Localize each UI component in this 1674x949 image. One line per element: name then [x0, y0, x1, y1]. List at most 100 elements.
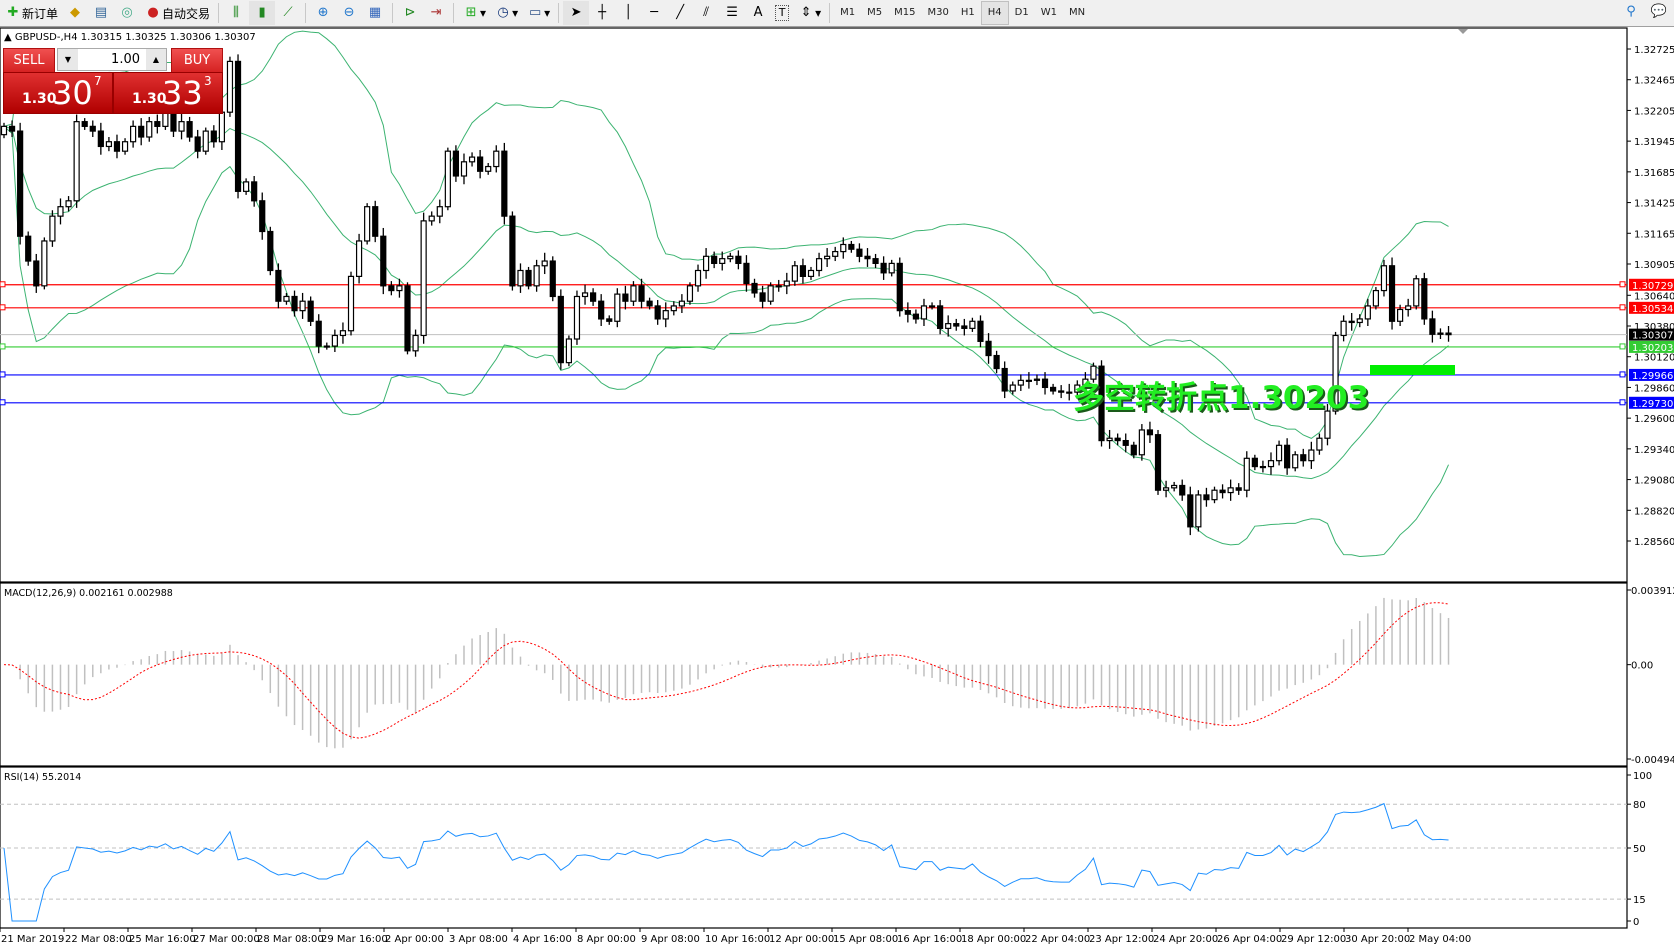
timeframe-m5[interactable]: M5 [867, 7, 883, 18]
candle-bullish [0, 125, 8, 136]
macd-tick-label: 0.003912 [1631, 586, 1674, 597]
channel-tool[interactable]: ⫽ [693, 1, 719, 25]
candle-bearish [1041, 378, 1049, 389]
candle-bullish [783, 280, 790, 287]
text-icon: A [753, 5, 763, 20]
timeframe-d1[interactable]: D1 [1014, 7, 1029, 18]
candle-bearish [977, 320, 984, 342]
zoom-out-button[interactable]: ⊖ [336, 1, 362, 25]
candle-bullish [1195, 494, 1202, 528]
candle-bearish [961, 325, 968, 329]
zoom-in-button[interactable]: ⊕ [310, 1, 336, 25]
candle-bullish [65, 200, 72, 208]
timeframe-h4[interactable]: H4 [980, 1, 1009, 25]
candle-bearish [1058, 390, 1065, 393]
candle-bearish [606, 318, 613, 322]
cursor-tool[interactable]: ➤ [563, 1, 590, 25]
crosshair-tool[interactable]: ┼ [589, 1, 615, 25]
price-tick-label: 1.32725 [1634, 45, 1674, 56]
time-tick-label: 3 Apr 08:00 [449, 934, 508, 945]
vertical-line-tool[interactable]: │ [615, 1, 641, 25]
chat-icon[interactable]: 💬 [1650, 4, 1668, 19]
arrows-tool[interactable]: ⇕ ▾ [793, 1, 825, 25]
price-levels: 1.30307 1.30729 1.30534 1.30203 1.29966 1.297… [0, 278, 1674, 410]
candle-bearish [81, 121, 88, 127]
search-icon[interactable]: ⚲ [1626, 4, 1636, 19]
label-tool[interactable]: T [771, 1, 793, 25]
line-chart-button[interactable]: ⟋ [275, 1, 301, 25]
candle-bearish [743, 262, 750, 285]
fibonacci-tool[interactable]: ☰ [719, 1, 745, 25]
bar-chart-button[interactable]: ⫼ [223, 1, 249, 25]
candle-bullish [1380, 265, 1388, 292]
price-tick-label: 1.31425 [1634, 199, 1674, 210]
timeframe-w1[interactable]: W1 [1040, 7, 1057, 18]
candle-bullish [702, 255, 710, 272]
time-tick-label: 25 Mar 16:00 [129, 934, 196, 945]
auto-trading-icon: ● [147, 5, 159, 20]
candlestick-button[interactable]: ▮ [249, 1, 276, 25]
chart-shift-button[interactable]: ⇥ [423, 1, 449, 25]
indicators-button[interactable]: ⊞ ▾ [458, 1, 490, 25]
candle-bearish [259, 200, 266, 233]
macd-pane [3, 597, 1450, 749]
candle-bullish [662, 310, 669, 320]
price-label-bg [1629, 340, 1674, 353]
sell-button[interactable]: SELL [3, 48, 55, 74]
candle-bearish [1098, 365, 1105, 442]
timeframe-h1[interactable]: H1 [960, 7, 975, 18]
rsi-tick-label: 0 [1633, 917, 1639, 928]
candle-bullish [920, 305, 928, 320]
timeframe-m15[interactable]: M15 [894, 7, 916, 18]
autoscroll-button[interactable]: ⊳ [397, 1, 423, 25]
candle-bullish [1033, 378, 1041, 381]
auto-trading-button[interactable]: ● 自动交易 [140, 1, 214, 25]
horizontal-line-tool[interactable]: ─ [641, 1, 667, 25]
candle-bearish [1114, 437, 1121, 442]
chart-shift-marker-icon[interactable] [1458, 29, 1468, 34]
candle-bullish [1275, 444, 1283, 462]
timeframe-mn[interactable]: MN [1068, 7, 1086, 18]
candle-bearish [291, 295, 298, 312]
navigator-button[interactable]: ◎ [114, 1, 140, 25]
data-window-button[interactable]: ▤ [88, 1, 114, 25]
bid-price-button[interactable]: 1.30 30 7 [3, 72, 113, 114]
price-tick-label: 1.30905 [1634, 260, 1674, 271]
ask-price-button[interactable]: 1.30 33 3 [113, 72, 223, 114]
pivot-highlight-bar [1370, 365, 1455, 375]
bollinger-middle [3, 125, 1449, 480]
price-tick-label: 1.28560 [1634, 537, 1674, 548]
candle-bullish [686, 285, 694, 302]
market-watch-button[interactable]: ◆ [62, 1, 88, 25]
candle-bearish [759, 292, 766, 302]
timeframe-m1[interactable]: M1 [840, 7, 856, 18]
fibonacci-icon: ☰ [726, 5, 738, 20]
templates-button[interactable]: ▭ ▾ [522, 1, 554, 25]
lot-value[interactable]: 1.00 [111, 52, 140, 67]
tile-windows-button[interactable]: ▦ [362, 1, 388, 25]
trendline-tool[interactable]: ╱ [667, 1, 693, 25]
candle-bearish [1179, 484, 1186, 496]
price-tick-label: 1.31165 [1634, 229, 1674, 240]
label-icon: T [775, 5, 790, 21]
text-tool[interactable]: A [745, 1, 771, 25]
candle-bearish [138, 125, 145, 138]
separator [453, 3, 455, 23]
buy-button[interactable]: BUY [171, 48, 223, 74]
lot-size-input[interactable]: ▼ 1.00 ▲ [57, 48, 167, 71]
candle-bearish [509, 215, 516, 287]
candle-bearish [638, 285, 645, 302]
lot-decrease-icon[interactable]: ▼ [58, 49, 78, 70]
candle-bearish [97, 130, 104, 148]
periods-button[interactable]: ◷ ▾ [490, 1, 522, 25]
candle-bullish [202, 130, 209, 152]
candle-bullish [1074, 384, 1081, 393]
arrows-icon: ⇕ [800, 5, 812, 20]
candle-bullish [493, 150, 500, 168]
lot-increase-icon[interactable]: ▲ [146, 49, 166, 70]
timeframe-m30[interactable]: M30 [927, 7, 949, 18]
new-order-button[interactable]: ✚ 新订单 [0, 1, 62, 25]
candle-bullish [73, 121, 80, 202]
